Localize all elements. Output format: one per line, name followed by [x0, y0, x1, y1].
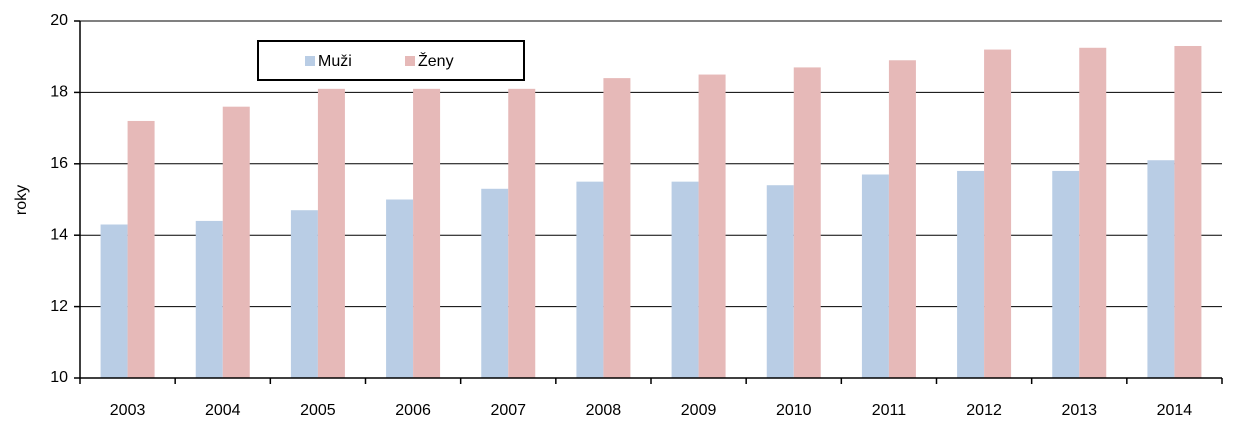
- x-tick-label: 2005: [300, 402, 336, 419]
- x-tick-label: 2007: [490, 402, 526, 419]
- legend-box: [257, 40, 525, 81]
- x-tick-label: 2008: [586, 402, 622, 419]
- y-tick-label: 10: [50, 369, 68, 386]
- bar: [222, 106, 250, 379]
- bar: [861, 174, 889, 378]
- bar: [290, 210, 318, 378]
- bar: [413, 88, 441, 378]
- bar: [1147, 160, 1175, 378]
- bar: [576, 181, 604, 378]
- bar: [1174, 45, 1202, 379]
- bar: [386, 199, 414, 378]
- bar: [195, 220, 223, 378]
- bar: [671, 181, 699, 378]
- x-tick-label: 2006: [395, 402, 431, 419]
- x-tick-label: 2010: [776, 402, 812, 419]
- legend-label: Ženy: [418, 51, 454, 70]
- bar: [127, 120, 155, 379]
- bar: [793, 67, 821, 378]
- x-tick-label: 2012: [966, 402, 1002, 419]
- y-tick-label: 16: [50, 155, 68, 172]
- bar: [1079, 47, 1107, 379]
- bar: [766, 185, 794, 378]
- x-tick-label: 2011: [872, 402, 907, 419]
- x-tick-label: 2004: [205, 402, 241, 419]
- x-tick-label: 2013: [1061, 402, 1097, 419]
- bar: [100, 224, 128, 378]
- x-tick-label: 2009: [681, 402, 717, 419]
- bar: [957, 170, 985, 378]
- bar: [1052, 170, 1080, 378]
- bar: [508, 88, 536, 378]
- x-tick-label: 2003: [110, 402, 146, 419]
- x-tick-label: 2014: [1157, 402, 1193, 419]
- bar: [888, 60, 916, 379]
- y-axis-label: roky: [13, 185, 30, 215]
- bar: [984, 49, 1012, 379]
- y-tick-label: 12: [50, 298, 68, 315]
- y-tick-label: 18: [50, 84, 68, 101]
- y-tick-label: 14: [50, 226, 68, 243]
- bar: [481, 188, 509, 378]
- bar: [698, 74, 726, 379]
- legend-label: Muži: [318, 53, 352, 70]
- bar: [317, 88, 345, 378]
- bar: [603, 78, 631, 379]
- y-tick-label: 20: [50, 12, 68, 29]
- legend-swatch: [405, 56, 415, 66]
- legend-swatch: [305, 56, 315, 66]
